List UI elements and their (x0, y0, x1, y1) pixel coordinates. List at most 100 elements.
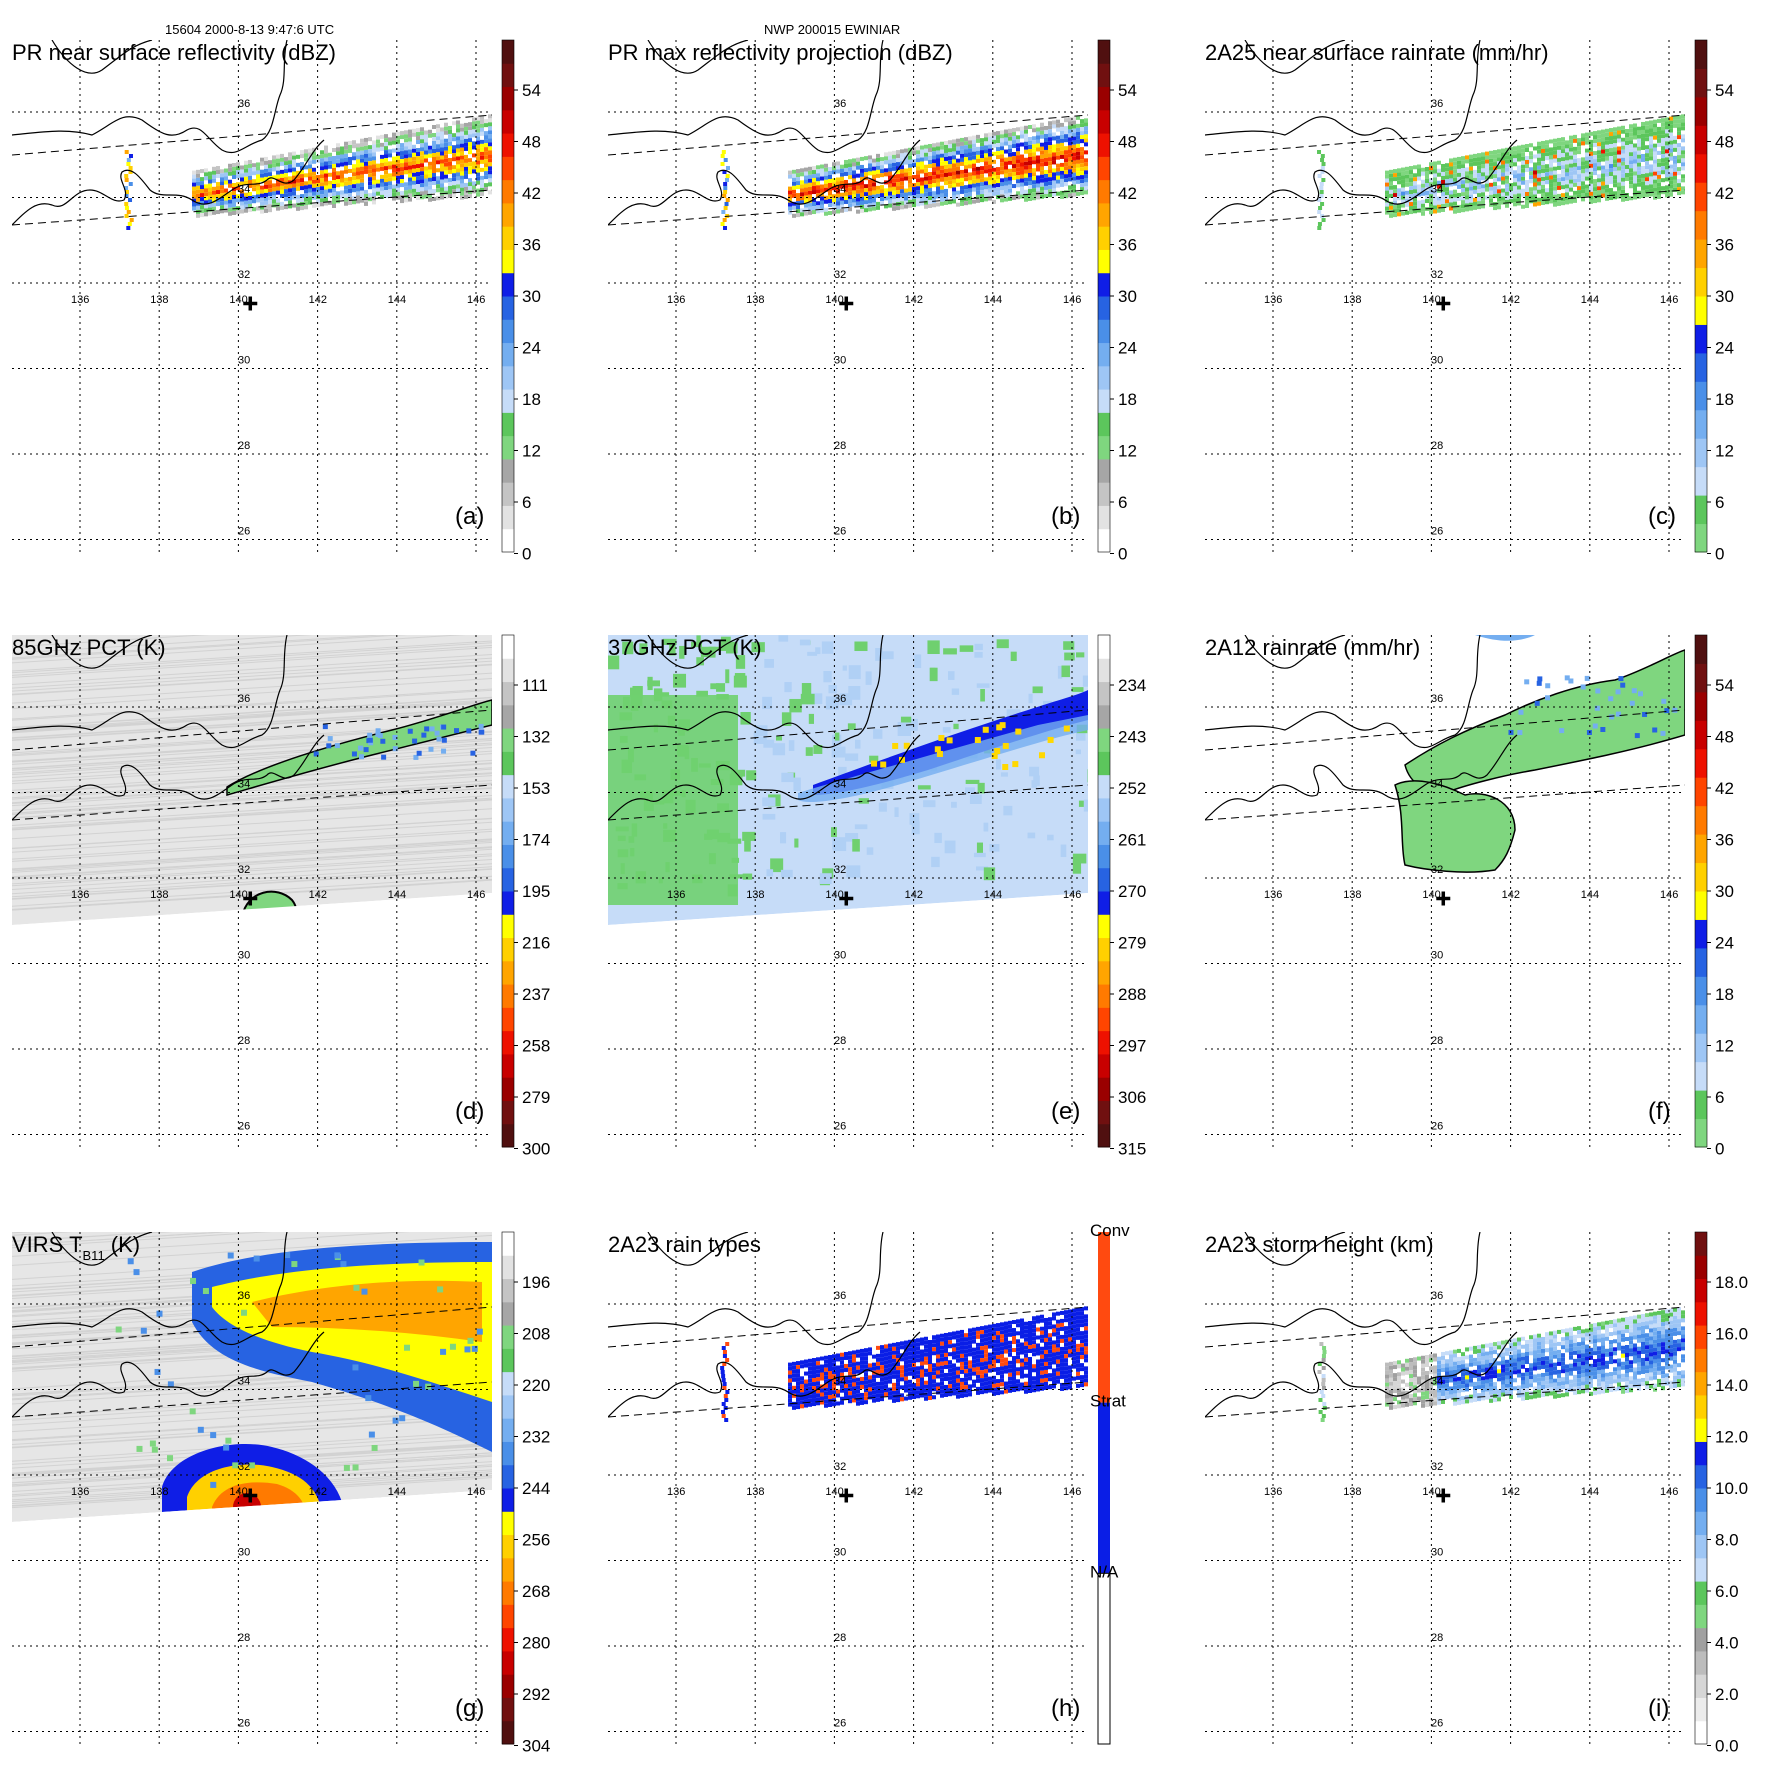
colorbar-label: 14.0 (1715, 1376, 1748, 1395)
colorbar-label: 0.0 (1715, 1737, 1739, 1756)
storm-center-marker (1436, 891, 1451, 906)
swath-edge (1205, 709, 1685, 751)
colorbar-label: 279 (522, 1088, 550, 1107)
lon-label: 138 (1343, 889, 1361, 901)
lon-label: 136 (71, 294, 89, 306)
panel-label: (e) (1051, 1098, 1080, 1125)
colorbar-label: 244 (522, 1479, 550, 1498)
lat-label: 26 (834, 1121, 846, 1133)
coastline (12, 734, 325, 821)
field-pr_near (12, 40, 492, 552)
field-stormht (1205, 1232, 1685, 1744)
swath-edge (12, 784, 492, 821)
storm-center-marker (1436, 1488, 1451, 1503)
lat-label: 26 (1431, 526, 1443, 538)
panel-label: (i) (1648, 1695, 1669, 1722)
colorbar-label: 12 (522, 442, 541, 461)
lat-label: 36 (834, 693, 846, 705)
field-raintype (608, 1232, 1088, 1744)
lat-label: 26 (238, 1718, 250, 1730)
lon-label: 146 (1660, 1486, 1678, 1498)
lon-label: 146 (467, 294, 485, 306)
colorbar-label: 297 (1118, 1037, 1146, 1056)
lon-label: 142 (905, 294, 923, 306)
coastline (1244, 40, 1346, 74)
panel-c: 36 34 32 30 28 26 136 138 140 142 144 146 2A25 near … (1205, 40, 1685, 552)
colorbar-label: 48 (1118, 133, 1137, 152)
orbit-info: 15604 2000-8-13 9:47:6 UTC (165, 22, 335, 37)
colorbar-label: 48 (1715, 728, 1734, 747)
coastline (608, 1232, 884, 1346)
coastline (1205, 40, 1481, 154)
lat-label: 32 (1431, 864, 1443, 876)
lat-label: 30 (1431, 355, 1443, 367)
colorbar-label: 0 (1715, 1140, 1724, 1159)
colorbar-label: 243 (1118, 728, 1146, 747)
lon-label: 138 (746, 294, 764, 306)
panel-title: 2A23 rain types (608, 1232, 761, 1257)
lon-label: 140 (229, 1486, 247, 1498)
coastline (647, 635, 749, 669)
lat-label: 32 (834, 1461, 846, 1473)
coastline (608, 734, 921, 821)
lon-label: 138 (746, 889, 764, 901)
colorbar-label: 24 (1715, 934, 1734, 953)
panel-title: 37GHz PCT (K) (608, 635, 762, 660)
lat-label: 26 (238, 526, 250, 538)
swath-edge (608, 709, 1088, 751)
colorbar-label: 6 (522, 493, 531, 512)
lon-label: 142 (905, 889, 923, 901)
colorbar-label: 0 (522, 545, 531, 564)
swath-edge (1205, 189, 1685, 226)
coastline (608, 1331, 921, 1418)
lat-label: 30 (1431, 1547, 1443, 1559)
colorbar-label: 208 (522, 1325, 550, 1344)
colorbar-label: 292 (522, 1685, 550, 1704)
coastline (1244, 1232, 1346, 1266)
lat-label: 26 (1431, 1718, 1443, 1730)
colorbar-label: 36 (1715, 236, 1734, 255)
swath-edge (608, 114, 1088, 156)
colorbar-label: 234 (1118, 676, 1146, 695)
lat-label: 36 (834, 98, 846, 110)
lat-label: 32 (834, 864, 846, 876)
panel-title: 2A23 storm height (km) (1205, 1232, 1434, 1257)
colorbar-label: 0 (1715, 545, 1724, 564)
coastline (12, 1232, 288, 1346)
lon-label: 144 (388, 1486, 406, 1498)
panel-title: 2A12 rainrate (mm/hr) (1205, 635, 1420, 660)
colorbar-label: 6.0 (1715, 1582, 1739, 1601)
lon-label: 140 (825, 889, 843, 901)
panel-label: (b) (1051, 503, 1080, 530)
lon-label: 142 (309, 1486, 327, 1498)
lon-label: 140 (1422, 294, 1440, 306)
storm-center-marker (1436, 296, 1451, 311)
colorbar-label: 18.0 (1715, 1273, 1748, 1292)
panel-label: (g) (455, 1695, 484, 1722)
lat-label: 34 (834, 1376, 846, 1388)
swath-edge (12, 114, 492, 156)
panel-d: 36 34 32 30 28 26 136 138 140 142 144 146 85GHz PCT … (12, 635, 492, 1147)
panel-label: (a) (455, 503, 484, 530)
lat-label: 34 (238, 1376, 250, 1388)
colorbar-label: 256 (522, 1531, 550, 1550)
lon-label: 136 (1264, 889, 1282, 901)
colorbar-c: 54 48 42 36 30 24 18 12 6 0 (1694, 39, 1734, 564)
lon-label: 138 (150, 1486, 168, 1498)
lat-label: 28 (238, 1035, 250, 1047)
colorbar-label: 6 (1715, 493, 1724, 512)
panel-title: 85GHz PCT (K) (12, 635, 166, 660)
lat-label: 36 (238, 1290, 250, 1302)
lon-label: 142 (1502, 889, 1520, 901)
lat-label: 26 (834, 526, 846, 538)
colorbar-label: 48 (522, 133, 541, 152)
coastline (51, 40, 153, 74)
lat-label: 28 (834, 1035, 846, 1047)
lon-label: 138 (150, 889, 168, 901)
colorbar-b: 54 48 42 36 30 24 18 12 6 0 (1097, 39, 1137, 564)
lat-label: 28 (834, 440, 846, 452)
lat-label: 36 (834, 1290, 846, 1302)
lat-label: 36 (1431, 1290, 1443, 1302)
lon-label: 136 (71, 1486, 89, 1498)
